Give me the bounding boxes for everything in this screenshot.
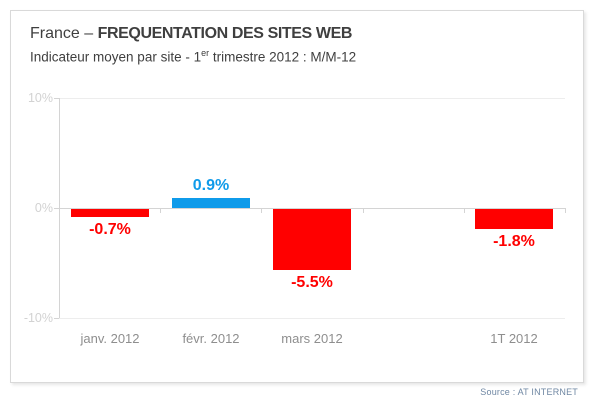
- y-tick-label: 10%: [27, 91, 53, 105]
- chart-subtitle-post: trimestre 2012 : M/M-12: [209, 49, 357, 65]
- bar-value-label: 0.9%: [192, 177, 230, 194]
- bar-negative: [273, 209, 351, 270]
- bar-chart-plot-area: 10% 0% -10% -0.7% janv. 2012 0.9% févr. 2012 -5…: [11, 11, 583, 382]
- gridline-neg10pct: [59, 318, 565, 319]
- y-tick-label: 0%: [34, 201, 53, 215]
- y-tick-mark: [54, 98, 59, 99]
- x-tick-mark: [160, 208, 161, 213]
- y-tick-mark: [54, 208, 59, 209]
- y-tick-label: -10%: [23, 311, 53, 325]
- x-tick-mark: [565, 208, 566, 213]
- x-tick-mark: [261, 208, 262, 213]
- chart-card: France – FREQUENTATION DES SITES WEB Ind…: [10, 10, 584, 383]
- chart-title-main: FREQUENTATION DES SITES WEB: [97, 25, 353, 42]
- zero-axis-line: [59, 208, 565, 209]
- chart-subtitle-pre: Indicateur moyen par site - 1: [30, 49, 202, 65]
- bar-value-label: -1.8%: [493, 233, 535, 250]
- bar-negative: [71, 209, 149, 217]
- chart-subtitle-sup: er: [201, 48, 210, 58]
- chart-title-prefix: France –: [30, 25, 98, 42]
- chart-subtitle: Indicateur moyen par site - 1er trimestr…: [30, 48, 570, 66]
- x-tick-mark: [363, 208, 364, 213]
- bar-positive: [172, 198, 250, 208]
- y-tick-mark: [54, 318, 59, 319]
- x-category-label: janv. 2012: [80, 331, 140, 346]
- x-category-label: 1T 2012: [490, 331, 538, 346]
- gridline-10pct: [59, 98, 565, 99]
- bar-value-label: -5.5%: [291, 274, 333, 291]
- source-label: Source : AT INTERNET: [480, 387, 578, 397]
- chart-title: France – FREQUENTATION DES SITES WEB: [30, 25, 570, 47]
- x-tick-mark: [464, 208, 465, 213]
- bar-negative: [475, 209, 553, 229]
- x-tick-mark: [59, 208, 60, 213]
- x-category-label: févr. 2012: [182, 331, 240, 346]
- x-category-label: mars 2012: [281, 331, 343, 346]
- bar-value-label: -0.7%: [89, 221, 131, 238]
